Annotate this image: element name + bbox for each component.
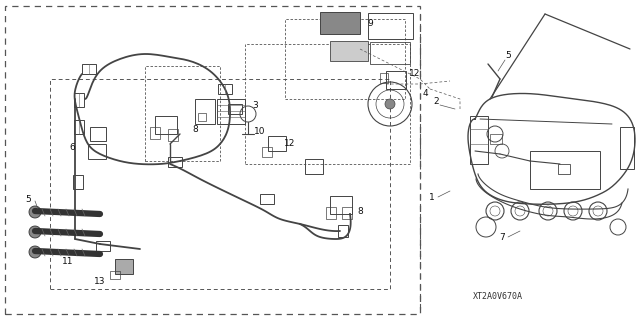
Bar (82, 64, 96, 74)
Circle shape (29, 246, 41, 258)
Text: 8: 8 (192, 124, 198, 133)
Text: 6: 6 (69, 143, 75, 152)
Bar (195, 99, 215, 124)
Text: XT2A0V670A: XT2A0V670A (473, 292, 523, 301)
Bar (530, 151, 600, 189)
Text: 13: 13 (94, 277, 106, 286)
Bar (490, 134, 502, 144)
Bar (620, 127, 634, 169)
Bar (338, 225, 348, 237)
Bar (115, 259, 133, 274)
Text: 4: 4 (422, 90, 428, 99)
Bar (305, 159, 323, 174)
Bar (96, 241, 110, 251)
Text: 10: 10 (254, 127, 266, 136)
Bar (155, 116, 177, 134)
Text: 12: 12 (410, 70, 420, 78)
Bar (168, 129, 178, 141)
Text: 3: 3 (252, 101, 258, 110)
Circle shape (29, 226, 41, 238)
Circle shape (385, 99, 395, 109)
Bar (228, 104, 242, 114)
Text: 9: 9 (367, 19, 373, 28)
Text: 7: 7 (499, 233, 505, 241)
Circle shape (29, 206, 41, 218)
Bar (168, 157, 182, 167)
Bar (150, 127, 160, 139)
Bar (260, 194, 274, 204)
Text: 5: 5 (25, 195, 31, 204)
Text: 12: 12 (284, 139, 296, 149)
Bar (470, 116, 488, 164)
Text: 5: 5 (505, 50, 511, 60)
Bar (217, 99, 245, 124)
Bar (262, 147, 272, 157)
Bar (342, 207, 352, 219)
Bar (558, 164, 570, 174)
Bar (380, 73, 388, 83)
Bar (368, 13, 413, 39)
Bar (330, 41, 368, 61)
Text: 11: 11 (62, 256, 74, 265)
Bar (370, 42, 410, 64)
Bar (74, 120, 84, 134)
Bar (198, 113, 206, 121)
Bar (110, 271, 120, 279)
Bar (330, 196, 352, 214)
Bar (74, 93, 84, 107)
Bar (268, 136, 286, 151)
Text: 2: 2 (433, 97, 439, 106)
Bar (320, 12, 360, 34)
Bar (73, 175, 83, 189)
Bar (88, 144, 106, 159)
Bar (90, 127, 106, 141)
Text: 8: 8 (357, 206, 363, 216)
Bar (326, 207, 336, 219)
Bar (218, 84, 232, 94)
Bar (386, 71, 406, 89)
Text: 1: 1 (429, 192, 435, 202)
